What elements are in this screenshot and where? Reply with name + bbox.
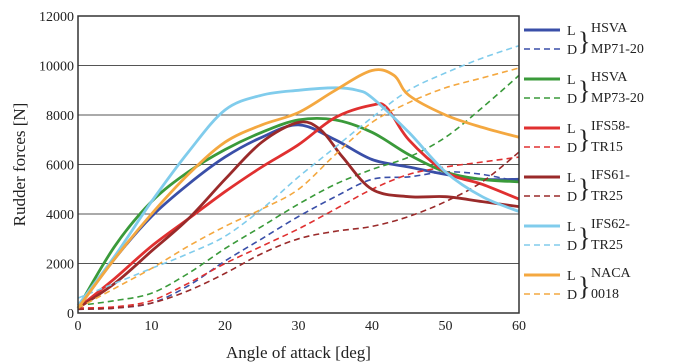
legend-label-lift: L	[567, 24, 576, 39]
series-line-drag	[77, 74, 520, 307]
x-tick-label: 30	[292, 319, 306, 334]
series-line-lift	[76, 86, 520, 307]
y-tick-label: 4000	[46, 208, 74, 223]
legend-name-top: HSVA	[591, 21, 628, 36]
legend-name-bottom: MP71-20	[591, 42, 644, 57]
series-line-drag	[77, 151, 520, 311]
series-line-lift	[77, 102, 520, 310]
y-axis-ticks: 0 2000 4000 6000 8000 10000 12000	[39, 10, 74, 322]
x-axis-ticks: 0 10 20 30 40 50 60	[75, 319, 527, 334]
legend-label-drag: D	[567, 43, 577, 58]
legend-name-bottom: 0018	[591, 287, 619, 302]
legend-brace: }	[578, 272, 590, 301]
legend-name-top: HSVA	[591, 70, 628, 85]
y-axis-label: Rudder forces [N]	[10, 103, 29, 227]
legend-name-top: IFS61-	[591, 168, 630, 183]
series-line-lift	[76, 68, 520, 309]
x-tick-label: 10	[145, 319, 159, 334]
x-tick-label: 20	[218, 319, 232, 334]
series-line-lift	[77, 120, 520, 310]
series-lines	[76, 44, 520, 311]
series-line-drag	[77, 67, 520, 309]
series-line-drag	[77, 171, 520, 311]
legend-name-top: NACA	[591, 266, 632, 281]
y-tick-label: 8000	[46, 109, 74, 124]
legend-label-lift: L	[567, 73, 576, 88]
x-tick-label: 60	[512, 319, 526, 334]
legend-brace: }	[578, 125, 590, 154]
legend-name-bottom: MP73-20	[591, 91, 644, 106]
y-tick-label: 0	[67, 307, 74, 322]
series-line-drag	[77, 44, 520, 299]
series-line-drag	[77, 156, 520, 309]
legend-label-lift: L	[567, 220, 576, 235]
legend-name-bottom: TR15	[591, 140, 623, 155]
legend-brace: }	[578, 27, 590, 56]
plot-area-frame	[77, 15, 520, 314]
legend-brace: }	[578, 76, 590, 105]
y-tick-label: 6000	[46, 159, 74, 174]
legend-name-top: IFS58-	[591, 119, 630, 134]
x-axis-label: Angle of attack [deg]	[226, 343, 371, 362]
legend-name-bottom: TR25	[591, 189, 623, 204]
legend-name-top: IFS62-	[591, 217, 630, 232]
x-tick-label: 50	[439, 319, 453, 334]
grid	[78, 65, 519, 264]
legend-label-drag: D	[567, 141, 577, 156]
legend-label-lift: L	[567, 122, 576, 137]
legend-label-drag: D	[567, 190, 577, 205]
y-tick-label: 12000	[39, 10, 74, 25]
legend-label-lift: L	[567, 269, 576, 284]
series-line-lift	[76, 123, 520, 309]
legend-label-drag: D	[567, 92, 577, 107]
x-tick-label: 40	[365, 319, 379, 334]
y-tick-label: 2000	[46, 258, 74, 273]
legend-label-drag: D	[567, 239, 577, 254]
y-tick-label: 10000	[39, 60, 74, 75]
legend-brace: }	[578, 223, 590, 252]
legend-label-drag: D	[567, 288, 577, 303]
x-tick-label: 0	[75, 319, 82, 334]
legend-name-bottom: TR25	[591, 238, 623, 253]
legend-brace: }	[578, 174, 590, 203]
legend-label-lift: L	[567, 171, 576, 186]
